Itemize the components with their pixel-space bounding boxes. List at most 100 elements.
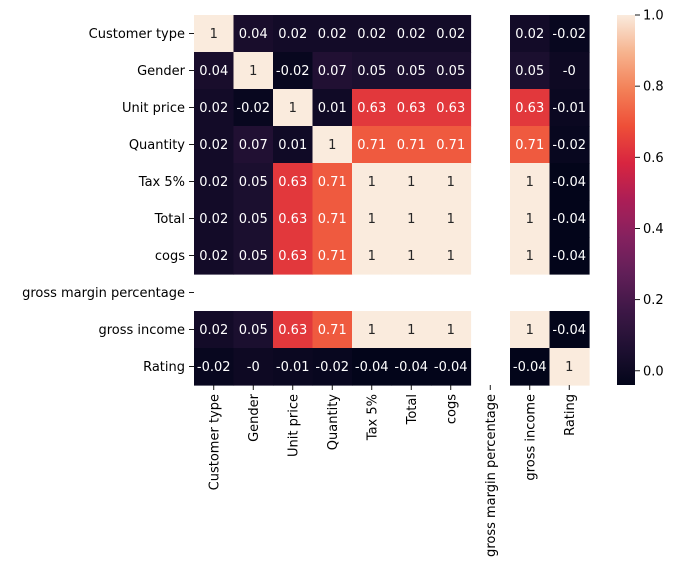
heatmap-cell xyxy=(194,126,235,164)
column-label: gross margin percentage xyxy=(484,394,499,557)
cell-annotation: -0.02 xyxy=(552,138,586,153)
cell-annotation: 0.05 xyxy=(239,323,268,338)
cell-annotation: -0.02 xyxy=(197,360,231,375)
cell-annotation: 0.05 xyxy=(436,64,465,79)
heatmap-cell xyxy=(312,52,353,90)
cell-annotation: -0.04 xyxy=(552,249,586,264)
heatmap-cell xyxy=(549,163,590,201)
cell-annotation: 0.04 xyxy=(239,27,268,42)
cell-annotation: 0.63 xyxy=(278,249,307,264)
cell-annotation: 1 xyxy=(447,323,455,338)
heatmap-cell xyxy=(194,200,235,238)
heatmap-cell xyxy=(391,89,432,127)
heatmap-cell xyxy=(194,237,235,275)
heatmap-cell xyxy=(431,89,472,127)
heatmap-cell xyxy=(273,200,314,238)
heatmap-cell xyxy=(391,15,432,53)
column-label: Gender xyxy=(247,393,262,442)
cell-annotation: -0.02 xyxy=(315,360,349,375)
heatmap-cell xyxy=(273,237,314,275)
cell-annotation: 0.71 xyxy=(318,249,347,264)
cell-annotation: 0.05 xyxy=(239,249,268,264)
heatmap-cell xyxy=(233,89,274,127)
heatmap-cell xyxy=(391,237,432,275)
heatmap-cell xyxy=(431,311,472,349)
cell-annotation: 0.02 xyxy=(397,27,426,42)
heatmap-cell xyxy=(549,52,590,90)
cell-annotation: 0.71 xyxy=(318,323,347,338)
cell-annotation: -0.04 xyxy=(552,175,586,190)
column-label: Quantity xyxy=(326,394,341,450)
colorbar-tick-label: 0.0 xyxy=(643,364,664,379)
heatmap-cell xyxy=(352,15,393,53)
row-labels: Customer type Gender Unit price Quantity Tax… xyxy=(22,27,194,375)
heatmap-cell xyxy=(233,163,274,201)
cell-annotation: 1 xyxy=(526,323,534,338)
cell-annotation: -0.02 xyxy=(276,64,310,79)
colorbar-gradient xyxy=(617,15,635,385)
heatmap-cell xyxy=(352,163,393,201)
heatmap-cell xyxy=(352,200,393,238)
heatmap-cell xyxy=(312,348,353,386)
cell-annotation: 1 xyxy=(368,212,376,227)
cell-annotation: 0.63 xyxy=(278,175,307,190)
heatmap-cell xyxy=(510,200,551,238)
cell-annotation: 1 xyxy=(447,249,455,264)
cell-annotation: 1 xyxy=(447,175,455,190)
cell-annotation: 0.63 xyxy=(278,212,307,227)
column-label: gross income xyxy=(523,394,538,481)
row-label: cogs xyxy=(155,249,185,264)
heatmap-cell xyxy=(510,15,551,53)
heatmap-cell xyxy=(549,15,590,53)
heatmap-cell xyxy=(273,126,314,164)
heatmap-cell xyxy=(233,52,274,90)
heatmap-cell xyxy=(273,15,314,53)
heatmap-cell xyxy=(194,348,235,386)
heatmap-cell xyxy=(391,52,432,90)
heatmap-cell xyxy=(431,15,472,53)
cell-annotation: 0.02 xyxy=(515,27,544,42)
cell-annotation: 0.05 xyxy=(357,64,386,79)
cell-annotation: 1 xyxy=(249,64,257,79)
heatmap-cell xyxy=(273,52,314,90)
cell-annotation: -0.04 xyxy=(434,360,468,375)
cell-annotation: 0.02 xyxy=(199,212,228,227)
cell-annotation: 0.07 xyxy=(318,64,347,79)
column-label: Tax 5% xyxy=(365,394,380,441)
heatmap-cell xyxy=(431,348,472,386)
cell-annotation: 0.71 xyxy=(397,138,426,153)
cell-annotation: 0.02 xyxy=(436,27,465,42)
row-label: Total xyxy=(154,212,185,227)
heatmap-cell xyxy=(352,348,393,386)
heatmap-cell xyxy=(233,348,274,386)
heatmap-cell xyxy=(194,163,235,201)
cell-annotation: 1 xyxy=(368,249,376,264)
cell-annotation: 1 xyxy=(565,360,573,375)
cell-annotation: 0.02 xyxy=(318,27,347,42)
heatmap-cell xyxy=(510,89,551,127)
column-label: Customer type xyxy=(207,394,222,490)
cell-annotation: 0.01 xyxy=(278,138,307,153)
cell-annotation: -0 xyxy=(247,360,260,375)
cell-annotation: 1 xyxy=(526,249,534,264)
cell-annotation: 0.63 xyxy=(357,101,386,116)
cell-annotation: 0.71 xyxy=(515,138,544,153)
cell-annotation: 0.02 xyxy=(199,175,228,190)
cell-annotation: -0.02 xyxy=(552,27,586,42)
cell-annotation: 0.05 xyxy=(515,64,544,79)
heatmap-cell xyxy=(391,126,432,164)
heatmap-cell xyxy=(194,311,235,349)
cell-annotation: -0.01 xyxy=(276,360,310,375)
heatmap-cell xyxy=(352,89,393,127)
cell-annotation: 1 xyxy=(407,323,415,338)
row-label: Customer type xyxy=(89,27,185,42)
heatmap-cell xyxy=(510,52,551,90)
row-label: gross income xyxy=(98,323,185,338)
cell-annotation: -0.04 xyxy=(513,360,547,375)
row-label: Tax 5% xyxy=(138,175,185,190)
heatmap-cell xyxy=(273,89,314,127)
cell-annotation: -0.04 xyxy=(552,212,586,227)
cell-annotation: 1 xyxy=(289,101,297,116)
colorbar: 0.0 0.2 0.4 0.6 0.8 1.0 xyxy=(617,9,664,385)
